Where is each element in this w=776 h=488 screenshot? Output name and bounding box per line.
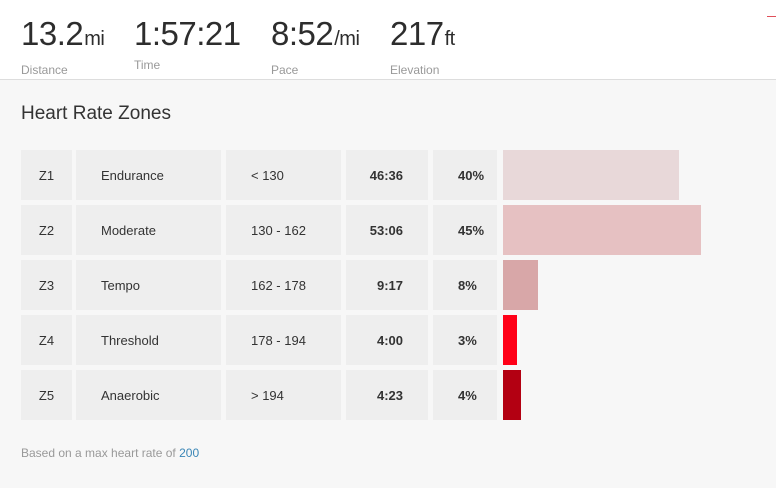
stat-distance-value: 13.2 — [21, 15, 84, 52]
zone-id: Z1 — [21, 150, 72, 200]
max-heart-rate-value: 200 — [179, 446, 200, 460]
zone-name: Anaerobic — [76, 370, 221, 420]
stat-distance-label: Distance — [21, 63, 68, 77]
stat-time-label: Time — [134, 58, 161, 72]
zone-bar — [503, 150, 679, 200]
zone-percent: 40% — [433, 150, 497, 200]
zone-range: < 130 — [226, 150, 341, 200]
zone-bar — [503, 315, 517, 365]
stat-pace-value: 8:52 — [271, 15, 334, 52]
zone-bar — [503, 205, 701, 255]
stat-pace-label: Pace — [271, 63, 299, 77]
stat-distance-unit: mi — [84, 28, 105, 50]
stat-time: 1:57:21 Time — [134, 15, 241, 73]
zone-name: Tempo — [76, 260, 221, 310]
stat-elevation-unit: ft — [444, 28, 456, 50]
panel-title: Heart Rate Zones — [21, 103, 171, 124]
zone-row-2: Z2 Moderate 130 - 162 53:06 45% — [21, 205, 721, 255]
zone-bar — [503, 260, 538, 310]
zone-percent: 8% — [433, 260, 497, 310]
zone-name: Moderate — [76, 205, 221, 255]
heart-rate-panel: Heart Rate Zones Z1 Endurance < 130 46:3… — [0, 81, 776, 488]
zone-percent: 4% — [433, 370, 497, 420]
zone-id: Z5 — [21, 370, 72, 420]
stat-distance: 13.2mi Distance — [21, 15, 105, 78]
stat-elevation-value: 217 — [390, 15, 444, 52]
zone-range: 178 - 194 — [226, 315, 341, 365]
zone-id: Z3 — [21, 260, 72, 310]
zone-time: 4:00 — [346, 315, 428, 365]
zone-range: > 194 — [226, 370, 341, 420]
zone-row-4: Z4 Threshold 178 - 194 4:00 3% — [21, 315, 721, 365]
zone-time: 4:23 — [346, 370, 428, 420]
stat-elevation-label: Elevation — [390, 63, 440, 77]
stat-elevation: 217ft Elevation — [390, 15, 456, 78]
zone-row-3: Z3 Tempo 162 - 178 9:17 8% — [21, 260, 721, 310]
zone-range: 162 - 178 — [226, 260, 341, 310]
zone-name: Endurance — [76, 150, 221, 200]
zone-percent: 45% — [433, 205, 497, 255]
zone-bar — [503, 370, 521, 420]
zone-row-1: Z1 Endurance < 130 46:36 40% — [21, 150, 721, 200]
zone-id: Z4 — [21, 315, 72, 365]
stat-pace: 8:52/mi Pace — [271, 15, 360, 78]
max-heart-rate-note: Based on a max heart rate of 200 — [21, 446, 199, 460]
zone-range: 130 - 162 — [226, 205, 341, 255]
zone-time: 46:36 — [346, 150, 428, 200]
corner-indicator — [767, 16, 776, 17]
zone-row-5: Z5 Anaerobic > 194 4:23 4% — [21, 370, 721, 420]
zone-percent: 3% — [433, 315, 497, 365]
stat-pace-unit: /mi — [334, 28, 360, 50]
zone-time: 53:06 — [346, 205, 428, 255]
zone-id: Z2 — [21, 205, 72, 255]
stat-time-value: 1:57:21 — [134, 15, 241, 52]
note-text: Based on a max heart rate of — [21, 446, 176, 460]
zone-time: 9:17 — [346, 260, 428, 310]
zone-name: Threshold — [76, 315, 221, 365]
activity-stats-bar: 13.2mi Distance 1:57:21 Time 8:52/mi Pac… — [0, 0, 776, 80]
